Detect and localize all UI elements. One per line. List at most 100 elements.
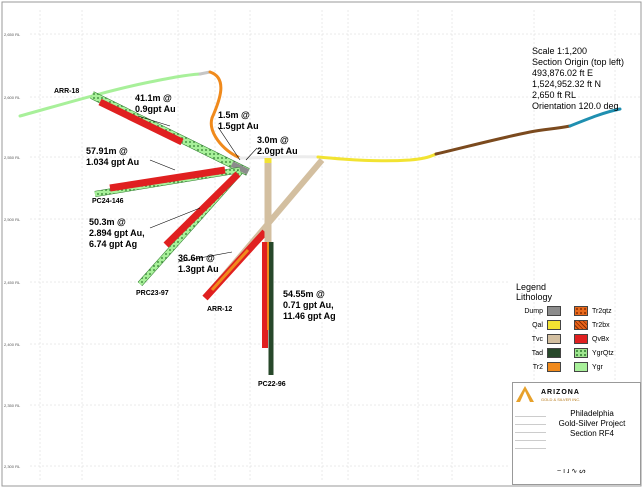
drillhole-arr-18[interactable] (90, 91, 250, 176)
drillhole-arr-12[interactable] (202, 158, 325, 301)
topo-tvc (238, 155, 320, 160)
title-block-field (515, 433, 546, 441)
drillhole-label-pc22-96[interactable]: PC22-96 (258, 381, 286, 388)
intercept-line: 2.0gpt Au (257, 146, 298, 156)
intercept-line: 1.5gpt Au (218, 121, 259, 131)
legend-swatch (547, 348, 561, 358)
legend-title: Legend Lithology (516, 282, 552, 302)
tick-label: 2,450 RL (4, 280, 21, 285)
topo-qal (316, 152, 438, 163)
map-orientation: Orientation 120.0 deg (532, 101, 619, 111)
map-easting: 493,876.02 ft E (532, 68, 594, 78)
topo-dump (198, 70, 212, 76)
title-block-fields (515, 409, 546, 456)
drillhole-prc23-97[interactable] (137, 170, 243, 286)
title-block-field (515, 417, 546, 425)
intercept-annotation: 36.6m @ 1.3gpt Au (178, 253, 219, 275)
legend-swatch (574, 348, 588, 358)
drillhole-label-pc24-146[interactable]: PC24-146 (92, 198, 124, 205)
legend-title-line: Legend (516, 282, 547, 292)
intercept-annotation: 1.5m @ 1.5gpt Au (218, 110, 259, 132)
intercept-line: 0.71 gpt Au, (283, 300, 334, 310)
intercept-line: 2.894 gpt Au, (89, 228, 145, 238)
legend-label: QvBx (592, 336, 610, 343)
intercept-annotation: 57.91m @ 1.034 gpt Au (86, 146, 139, 168)
topo-blue (568, 107, 622, 128)
map-info: Scale 1:1,200 Section Origin (top left) … (532, 46, 624, 112)
intercept-annotation: 54.55m @ 0.71 gpt Au, 11.46 gpt Ag (283, 289, 336, 322)
legend-label: Tr2bx (592, 322, 610, 329)
map-elevation: 2,650 ft RL (532, 90, 577, 100)
tick-label: 2,650 RL (4, 32, 21, 37)
legend-swatch (574, 306, 588, 316)
legend-label: Tad (531, 350, 543, 357)
drillhole-pc22-96[interactable] (262, 158, 274, 375)
legend-swatch (547, 320, 561, 330)
intercept-line: 36.6m @ (178, 253, 215, 263)
intercept-line: 57.91m @ (86, 146, 128, 156)
title-block-field (515, 441, 546, 449)
drillhole-label-prc23-97[interactable]: PRC23-97 (136, 290, 169, 297)
legend-label: Qal (532, 322, 543, 329)
leader-lines (137, 115, 258, 263)
company-logo: ARIZONA GOLD & SILVER INC. (515, 385, 638, 405)
intercept-line: 54.55m @ (283, 289, 325, 299)
topo-ygr (18, 72, 202, 118)
tick-label: 2,300 RL (4, 464, 21, 469)
map-scale: Scale 1:1,200 (532, 46, 588, 56)
company-subtitle: GOLD & SILVER INC. (541, 397, 581, 402)
grid (30, 10, 640, 480)
legend-swatch (547, 334, 561, 344)
legend-label: YgrQtz (592, 350, 614, 357)
intercept-line: 1.3gpt Au (178, 264, 219, 274)
intercept-line: 50.3m @ (89, 217, 126, 227)
tick-label: 2,350 RL (4, 403, 21, 408)
project-title: Philadelphia Gold-Silver Project Section… (546, 409, 638, 439)
signature: ~ıɹ∿ᔕ (557, 468, 588, 475)
intercept-line: 0.9gpt Au (135, 104, 176, 114)
topo-tr2 (208, 70, 242, 160)
legend-swatch (574, 362, 588, 372)
topography (18, 70, 622, 163)
tick-label: 2,600 RL (4, 95, 21, 100)
project-title-line: Gold-Silver Project (558, 419, 626, 428)
intercept-line: 11.46 gpt Ag (283, 311, 336, 321)
legend-swatch (574, 334, 588, 344)
legend-label: Tr2qtz (592, 308, 612, 315)
project-title-line: Philadelphia (570, 409, 614, 418)
legend-swatch (547, 362, 561, 372)
legend-swatch (547, 306, 561, 316)
drillhole-label-arr-18[interactable]: ARR-18 (54, 88, 80, 95)
title-block-field (515, 409, 546, 417)
topo-brown (434, 124, 572, 156)
legend-label: Tr2 (532, 364, 543, 371)
legend: Legend Lithology Dump Tr2qtz Qal Tr2bx T… (512, 282, 640, 378)
intercept-annotation: 41.1m @ 0.9gpt Au (135, 93, 176, 115)
intercept-line: 1.034 gpt Au (86, 157, 140, 167)
map-origin-label: Section Origin (top left) (532, 57, 625, 67)
project-title-line: Section RF4 (569, 429, 615, 438)
intercept-annotation: 3.0m @ 2.0gpt Au (257, 135, 298, 157)
legend-label: Ygr (592, 364, 603, 371)
title-block: ARIZONA GOLD & SILVER INC. Philadelphia … (512, 382, 641, 485)
company-name: ARIZONA (541, 389, 580, 396)
tick-label: 2,500 RL (4, 217, 21, 222)
intercept-line: 6.74 gpt Ag (89, 239, 138, 249)
legend-label: Tvc (531, 336, 543, 343)
drillhole-pc24-146[interactable] (94, 166, 241, 197)
tick-label: 2,550 RL (4, 155, 21, 160)
title-block-field (515, 425, 546, 433)
intercept-line: 1.5m @ (218, 110, 250, 120)
tick-label: 2,400 RL (4, 342, 21, 347)
legend-label: Dump (524, 308, 543, 315)
legend-title-line: Lithology (516, 292, 553, 302)
drillhole-label-arr-12[interactable]: ARR-12 (207, 306, 233, 313)
map-northing: 1,524,952.32 ft N (532, 79, 602, 89)
intercept-line: 3.0m @ (257, 135, 289, 145)
logo-icon (516, 386, 534, 402)
intercept-annotation: 50.3m @ 2.894 gpt Au, 6.74 gpt Ag (89, 217, 145, 250)
legend-swatch (574, 320, 588, 330)
intercept-line: 41.1m @ (135, 93, 172, 103)
